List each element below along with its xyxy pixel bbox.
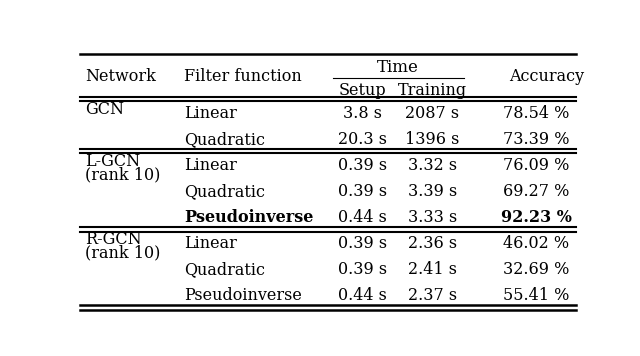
Text: GCN: GCN <box>85 101 124 118</box>
Text: 3.32 s: 3.32 s <box>408 157 457 174</box>
Text: Quadratic: Quadratic <box>184 131 265 148</box>
Text: 0.44 s: 0.44 s <box>339 209 387 226</box>
Text: Filter function: Filter function <box>184 68 302 85</box>
Text: Training: Training <box>397 82 467 99</box>
Text: R-GCN: R-GCN <box>85 231 141 248</box>
Text: Pseudoinverse: Pseudoinverse <box>184 209 314 226</box>
Text: 32.69 %: 32.69 % <box>503 261 570 278</box>
Text: 2.41 s: 2.41 s <box>408 261 457 278</box>
Text: 0.39 s: 0.39 s <box>338 157 387 174</box>
Text: 3.33 s: 3.33 s <box>408 209 457 226</box>
Text: 20.3 s: 20.3 s <box>338 131 387 148</box>
Text: Linear: Linear <box>184 157 237 174</box>
Text: Quadratic: Quadratic <box>184 183 265 200</box>
Text: Pseudoinverse: Pseudoinverse <box>184 287 302 304</box>
Text: Time: Time <box>376 59 419 76</box>
Text: 3.39 s: 3.39 s <box>408 183 457 200</box>
Text: 2087 s: 2087 s <box>405 105 460 122</box>
Text: 0.39 s: 0.39 s <box>338 235 387 252</box>
Text: 76.09 %: 76.09 % <box>503 157 570 174</box>
Text: (rank 10): (rank 10) <box>85 244 161 261</box>
Text: 0.44 s: 0.44 s <box>339 287 387 304</box>
Text: Network: Network <box>85 68 156 85</box>
Text: 73.39 %: 73.39 % <box>503 131 570 148</box>
Text: L-GCN: L-GCN <box>85 153 140 170</box>
Text: Accuracy: Accuracy <box>509 68 584 85</box>
Text: 0.39 s: 0.39 s <box>338 183 387 200</box>
Text: 46.02 %: 46.02 % <box>503 235 570 252</box>
Text: Quadratic: Quadratic <box>184 261 265 278</box>
Text: 1396 s: 1396 s <box>405 131 460 148</box>
Text: 2.36 s: 2.36 s <box>408 235 457 252</box>
Text: 3.8 s: 3.8 s <box>343 105 382 122</box>
Text: 78.54 %: 78.54 % <box>503 105 570 122</box>
Text: (rank 10): (rank 10) <box>85 166 161 183</box>
Text: Linear: Linear <box>184 105 237 122</box>
Text: Setup: Setup <box>339 82 387 99</box>
Text: 69.27 %: 69.27 % <box>503 183 570 200</box>
Text: 92.23 %: 92.23 % <box>501 209 572 226</box>
Text: Linear: Linear <box>184 235 237 252</box>
Text: 55.41 %: 55.41 % <box>503 287 570 304</box>
Text: 2.37 s: 2.37 s <box>408 287 457 304</box>
Text: 0.39 s: 0.39 s <box>338 261 387 278</box>
